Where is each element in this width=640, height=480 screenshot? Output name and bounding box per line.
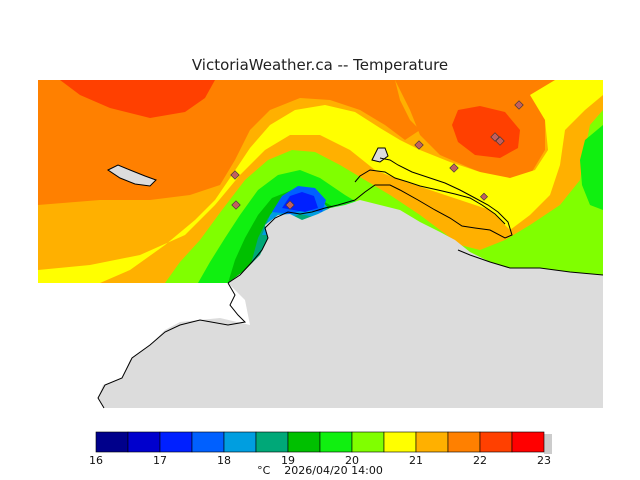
coastline xyxy=(227,157,513,284)
timestamp: 2026/04/20 14:00 xyxy=(284,464,383,477)
colorbar-swatch xyxy=(95,431,129,453)
colorbar-tick-label: 19 xyxy=(281,454,295,467)
colorbar-swatch xyxy=(415,431,449,453)
colorbar-tick-label: 21 xyxy=(409,454,423,467)
station-marker xyxy=(285,200,295,210)
colorbar-tick-label: 17 xyxy=(153,454,167,467)
station-marker xyxy=(449,163,459,173)
colorbar-tick-label: 20 xyxy=(345,454,359,467)
colorbar-swatch xyxy=(191,431,225,453)
colorbar-swatch xyxy=(127,431,161,453)
colorbar-swatch xyxy=(319,431,353,453)
temperature-field xyxy=(38,80,603,283)
island xyxy=(107,164,157,187)
station-marker xyxy=(414,140,424,150)
station-markers xyxy=(230,100,524,210)
colorbar-swatch xyxy=(255,431,289,453)
colorbar-swatch xyxy=(447,431,481,453)
unit-label: °C xyxy=(257,464,271,477)
colorbar-swatch xyxy=(383,431,417,453)
land-mass xyxy=(98,283,603,408)
station-marker xyxy=(230,170,240,180)
colorbar-swatch xyxy=(351,431,385,453)
station-marker xyxy=(495,136,505,146)
station-marker xyxy=(231,200,241,210)
colorbar-swatch xyxy=(479,431,513,453)
station-marker xyxy=(490,132,500,142)
temp-band-20-21 xyxy=(38,80,603,283)
map-title: VictoriaWeather.ca -- Temperature xyxy=(191,56,449,74)
colorbar-tick-label: 23 xyxy=(537,454,551,467)
colorbar-swatch xyxy=(223,431,257,453)
colorbar-shadow xyxy=(544,434,552,454)
colorbar-swatch xyxy=(511,431,545,453)
station-marker xyxy=(480,192,488,201)
colorbar-caption: °C 2026/04/20 14:00 xyxy=(0,464,640,477)
colorbar-tick-label: 22 xyxy=(473,454,487,467)
colorbar-swatch xyxy=(287,431,321,453)
temp-band-hot-ne xyxy=(452,106,520,158)
temp-band-hot-nw xyxy=(60,80,215,118)
station-marker xyxy=(514,100,524,110)
colorbar-tick-label: 18 xyxy=(217,454,231,467)
colorbar-tick-label: 16 xyxy=(89,454,103,467)
colorbar-swatch xyxy=(159,431,193,453)
